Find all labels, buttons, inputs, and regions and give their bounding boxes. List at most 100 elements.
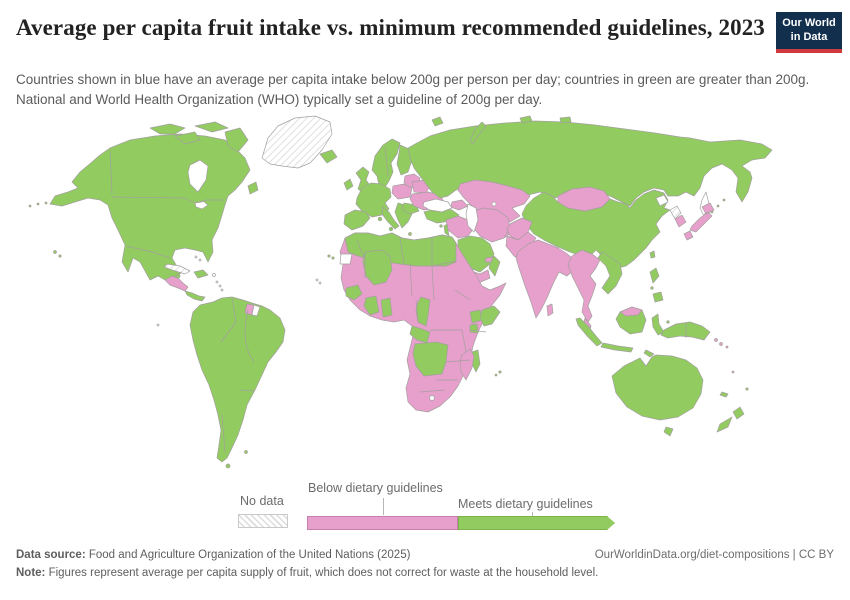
- page-title: Average per capita fruit intake vs. mini…: [16, 15, 765, 40]
- country-kenya: [479, 305, 501, 327]
- region-africa[interactable]: [315, 232, 507, 413]
- hudson-bay: [187, 159, 209, 193]
- country-canada-usa-mexico: [49, 133, 251, 281]
- country-poland: [391, 183, 413, 200]
- pacific-islands: [714, 338, 749, 398]
- country-india: [515, 239, 575, 319]
- myanmar-thailand-laos-cambodia: [567, 249, 601, 323]
- black-sea: [422, 198, 453, 213]
- hawaii: [53, 250, 57, 254]
- kazakhstan-central-asia: [457, 179, 531, 223]
- hispaniola: [193, 269, 209, 279]
- note-label: Note:: [16, 567, 46, 580]
- owid-credit-link[interactable]: OurWorldinData.org/diet-compositions | C…: [594, 549, 834, 561]
- arctic-islands: [149, 121, 249, 153]
- aleutians: [28, 201, 48, 208]
- tierra-del-fuego: [225, 463, 231, 469]
- bohai-gulf: [655, 194, 669, 207]
- legend-color-bar: [307, 516, 615, 530]
- country-vietnam: [597, 251, 623, 295]
- legend-meets-tick: [532, 512, 533, 517]
- western-sahara: [339, 253, 353, 265]
- region-pacific[interactable]: [28, 201, 160, 327]
- region-oceania[interactable]: [611, 338, 749, 437]
- country-north-korea: [669, 205, 682, 220]
- sicily: [388, 226, 394, 232]
- guatemala-honduras-nicaragua: [164, 275, 189, 292]
- legend-below-tick: [383, 498, 384, 515]
- caspian-sea: [465, 203, 479, 233]
- visayas: [650, 286, 654, 290]
- sa-borders: [220, 297, 255, 453]
- philippines: [649, 267, 664, 303]
- falkland-islands: [244, 450, 248, 454]
- lesotho: [429, 395, 435, 401]
- note-line: Note: Figures represent average per capi…: [16, 564, 834, 582]
- great-lakes: [194, 200, 209, 210]
- region-southeast-asia[interactable]: [567, 249, 711, 358]
- data-source-text: Food and Agriculture Organization of the…: [85, 549, 411, 561]
- rwanda-burundi: [469, 323, 479, 334]
- legend-meets-swatch[interactable]: [458, 516, 615, 530]
- border-usa-canada: [111, 196, 224, 203]
- malaysia-borneo: [619, 306, 643, 317]
- legend-below-swatch[interactable]: [307, 516, 458, 530]
- novaya-zemlya: [469, 121, 487, 145]
- country-ghana: [380, 297, 393, 318]
- cyprus: [439, 224, 443, 228]
- south-america-mainland: [189, 296, 286, 463]
- legend-no-data-swatch[interactable]: [238, 514, 288, 528]
- aral-sea: [491, 201, 497, 207]
- lesser-antilles: [194, 255, 224, 292]
- owid-logo-line2: in Data: [790, 30, 828, 43]
- region-south-asia[interactable]: [515, 239, 575, 319]
- atlantic-islands: [315, 254, 335, 285]
- legend-meets-label: Meets dietary guidelines: [458, 497, 593, 511]
- java: [600, 342, 634, 353]
- region-middle-east[interactable]: [422, 198, 537, 285]
- country-angola: [412, 341, 449, 377]
- sumatra: [575, 317, 603, 347]
- kuril-islands: [710, 198, 726, 214]
- israel-lebanon: [443, 223, 450, 237]
- owid-logo[interactable]: Our World in Data: [776, 12, 842, 53]
- svalbard: [431, 116, 444, 127]
- country-guinea: [345, 284, 363, 301]
- region-central-america-caribbean[interactable]: [163, 255, 224, 302]
- uae-qatar: [484, 256, 494, 263]
- border-usa-mexico: [125, 245, 171, 259]
- chart-subtitle: Countries shown in blue have an average …: [16, 72, 810, 108]
- region-north-america[interactable]: [49, 115, 338, 281]
- costa-rica-panama: [184, 290, 206, 302]
- new-zealand: [716, 406, 745, 433]
- indian-ocean-islands: [494, 370, 502, 377]
- africa-borders: [356, 237, 487, 393]
- galapagos: [156, 323, 160, 327]
- border-norway-sweden: [384, 146, 389, 177]
- country-japan: [683, 202, 715, 241]
- country-greenland: [261, 115, 333, 169]
- new-guinea: [660, 321, 711, 341]
- country-australia: [611, 354, 704, 421]
- country-cameroon: [415, 296, 431, 327]
- region-south-america[interactable]: [189, 296, 286, 469]
- country-south-korea: [674, 214, 687, 228]
- sardinia: [377, 216, 383, 222]
- note-text: Figures represent average per capita sup…: [45, 567, 599, 580]
- chart-footer: Data source: Food and Agriculture Organi…: [16, 546, 834, 583]
- severnaya-zemlya: [519, 115, 572, 124]
- owid-logo-red-bar: [776, 48, 842, 53]
- map-legend: No data Below dietary guidelines Meets d…: [238, 481, 628, 535]
- country-iceland: [319, 149, 338, 164]
- french-guiana: [251, 304, 261, 317]
- country-cuba: [163, 263, 191, 275]
- data-source-line: Data source: Food and Agriculture Organi…: [16, 546, 410, 564]
- country-sri-lanka: [546, 303, 554, 317]
- legend-no-data-label: No data: [240, 494, 284, 508]
- country-madagascar: [459, 348, 475, 381]
- country-mali: [362, 249, 393, 286]
- cote-divoire: [363, 295, 380, 316]
- data-source-label: Data source:: [16, 549, 86, 561]
